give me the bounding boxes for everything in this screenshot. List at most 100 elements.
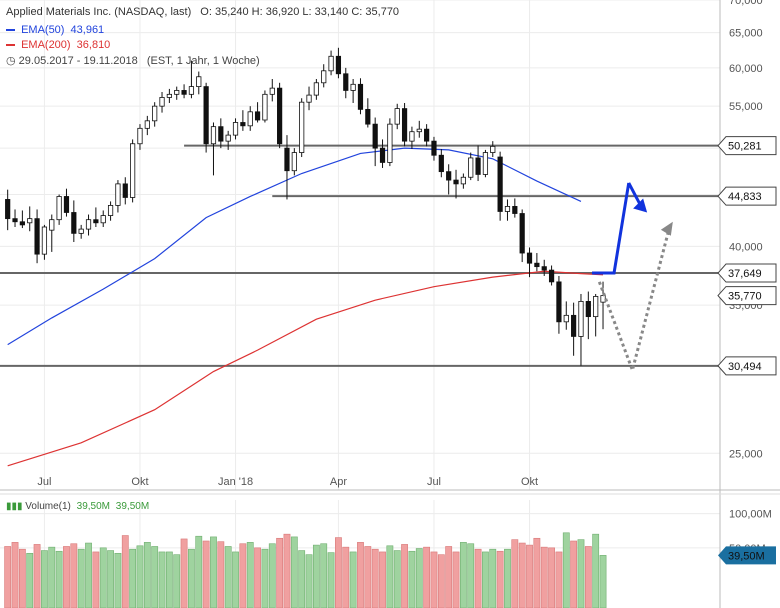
candle-body <box>372 123 378 149</box>
price-badges: 50,281 44,833 37,649 30,494 35,770 39,50M <box>717 136 777 565</box>
volume-bar <box>114 552 122 608</box>
candle-body <box>196 76 202 88</box>
ema200-value: 36,810 <box>76 39 111 51</box>
volume-bar <box>548 547 555 608</box>
volume-bar <box>437 554 445 608</box>
candle-body <box>93 219 99 224</box>
volume-bar <box>482 551 489 608</box>
candle-body <box>526 252 533 264</box>
scenario-up-line <box>592 182 631 275</box>
volume-bar <box>305 554 313 608</box>
clock-icon: ◷ <box>6 55 16 67</box>
volume-bar <box>379 551 386 608</box>
volume-bar <box>533 537 541 608</box>
candle-body <box>512 206 518 214</box>
chart-title: Applied Materials Inc. (NASDAQ, last) <box>6 6 192 18</box>
candle-body <box>519 213 525 254</box>
volume-bar <box>18 548 26 608</box>
candle-body <box>556 281 562 323</box>
volume-bar <box>584 546 592 608</box>
volume-bar <box>474 548 482 608</box>
candle-body <box>291 152 297 172</box>
volume-bar <box>386 545 394 608</box>
candle-body <box>174 90 180 95</box>
x-tick-label: Jul <box>37 476 51 488</box>
candle-body <box>107 205 114 216</box>
candle-body <box>453 179 459 185</box>
volume-bar <box>445 546 453 608</box>
y-tick-label: 60,000 <box>729 63 763 75</box>
candle-body <box>438 154 444 173</box>
candle-body <box>277 87 283 145</box>
candle-body <box>130 143 136 198</box>
volume-bar <box>70 543 78 608</box>
ema200-label: EMA(200) <box>21 39 71 51</box>
x-tick-label: Jan '18 <box>218 476 253 488</box>
candle-body <box>548 269 555 283</box>
candle-body <box>34 218 40 255</box>
candle-body <box>247 111 253 127</box>
candle-body <box>313 82 319 96</box>
volume-bar <box>99 547 107 608</box>
candle-body <box>343 73 349 91</box>
volume-bar <box>592 533 600 608</box>
volume-bar <box>526 544 533 608</box>
volume-bar <box>320 543 328 608</box>
volume-bar <box>371 548 379 608</box>
volume-value-1: 39,50M <box>76 501 111 512</box>
volume-legend: ▮▮▮ Volume(1) 39,50M 39,50M <box>6 501 149 512</box>
volume-bar <box>195 535 203 608</box>
volume-bar <box>136 545 144 608</box>
volume-bar <box>55 550 63 608</box>
volume-bar <box>254 547 261 608</box>
candle-body <box>446 171 452 181</box>
candle-body <box>504 206 511 212</box>
volume-bar <box>261 548 269 608</box>
x-tick-label: Okt <box>131 476 148 488</box>
candle-body <box>137 127 143 145</box>
volume-bar <box>408 550 416 608</box>
candle-body <box>585 301 591 318</box>
volume-bars <box>4 532 607 608</box>
scenario-down-arrowhead <box>660 221 673 236</box>
candle-body <box>578 301 584 337</box>
volume-bar <box>298 550 306 608</box>
ema200-swatch <box>6 44 15 47</box>
level-badge-label: 50,281 <box>728 141 762 153</box>
volume-bar <box>202 540 210 608</box>
ema50-value: 43,961 <box>70 24 105 36</box>
level-badge <box>717 263 777 283</box>
candle-body <box>100 215 106 224</box>
volume-bar <box>246 542 254 608</box>
volume-bar <box>357 542 364 608</box>
candle-body <box>468 157 474 178</box>
level-badge <box>717 186 777 206</box>
volume-bar <box>276 537 284 608</box>
volume-bar <box>518 542 526 608</box>
candle-body <box>5 199 11 220</box>
volume-bar <box>342 546 350 608</box>
candle-body <box>409 131 415 142</box>
candle-body <box>387 123 393 163</box>
volume-bar <box>335 537 342 608</box>
volume-bar <box>452 551 460 608</box>
volume-bar <box>364 546 372 608</box>
volume-bar <box>349 551 357 608</box>
price-grid <box>0 0 720 490</box>
volume-bar <box>467 543 475 608</box>
candlesticks <box>5 47 606 366</box>
volume-bar <box>415 548 423 608</box>
volume-bar <box>511 539 519 608</box>
candle-body <box>27 218 33 224</box>
candle-body <box>41 226 48 255</box>
last-price-badge <box>717 286 777 306</box>
ema50-line <box>7 147 582 346</box>
volume-bar <box>143 542 151 608</box>
ema50-label: EMA(50) <box>21 24 65 36</box>
candle-body <box>431 140 437 156</box>
volume-bar <box>577 539 585 608</box>
volume-bar <box>327 552 335 608</box>
candle-body <box>365 108 371 125</box>
